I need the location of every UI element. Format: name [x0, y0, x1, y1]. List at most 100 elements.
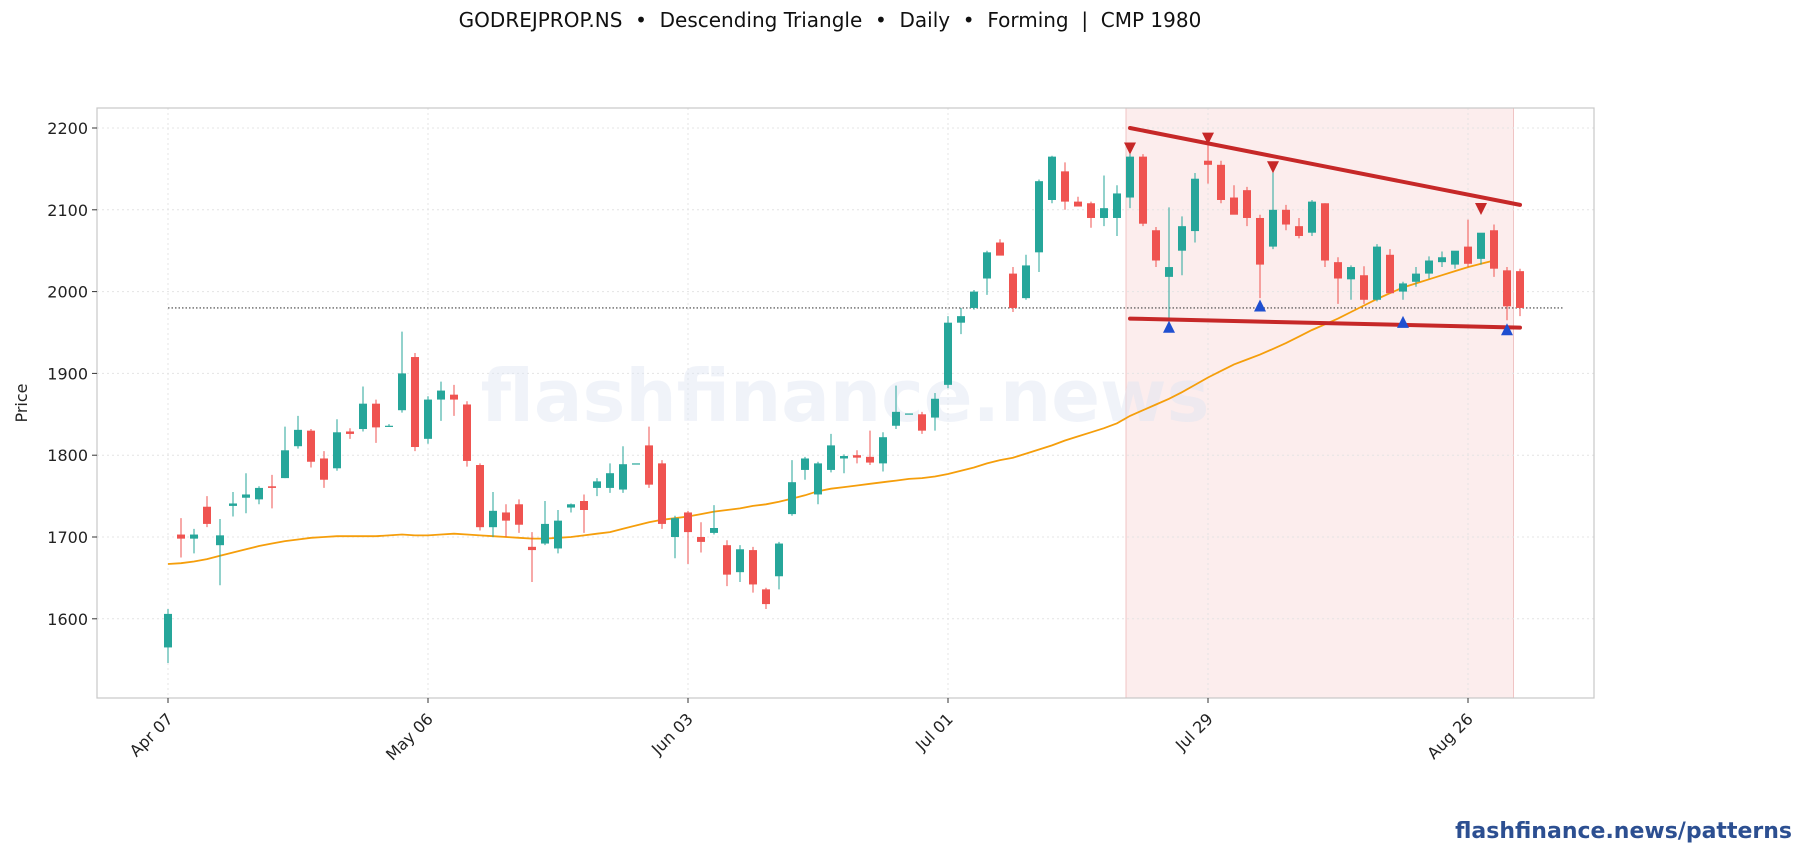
candle	[359, 386, 367, 432]
candle	[853, 450, 861, 464]
candle	[1399, 281, 1407, 300]
candle	[658, 460, 666, 529]
candle	[1126, 152, 1134, 209]
x-tick-label: Apr 07	[126, 709, 177, 760]
candle	[970, 289, 978, 310]
candle	[1165, 207, 1173, 326]
candle	[606, 463, 614, 493]
candle	[1386, 249, 1394, 294]
candle	[788, 460, 796, 516]
candle	[1477, 232, 1485, 265]
candle	[1152, 226, 1160, 268]
candle	[216, 519, 224, 586]
candle	[1516, 268, 1524, 317]
candle	[866, 430, 874, 466]
candle	[1243, 186, 1251, 227]
candle	[554, 510, 562, 554]
candle	[528, 532, 536, 582]
candle	[398, 331, 406, 413]
x-tick-label: Jul 29	[1171, 709, 1217, 755]
plot-frame	[96, 107, 1595, 699]
candle	[255, 486, 263, 505]
candle	[814, 461, 822, 505]
swing-high-marker	[1202, 132, 1214, 145]
candle	[1360, 266, 1368, 304]
candle	[242, 473, 250, 514]
candle	[723, 540, 731, 587]
candle	[632, 463, 640, 465]
candle	[450, 384, 458, 416]
candle	[372, 399, 380, 443]
candle	[983, 250, 991, 295]
candle	[437, 381, 445, 421]
candle	[1282, 204, 1290, 231]
candle	[1451, 250, 1459, 269]
candle	[710, 505, 718, 535]
candle	[918, 411, 926, 434]
candle	[229, 492, 237, 517]
candle	[775, 541, 783, 590]
candle	[1373, 244, 1381, 302]
x-tick-label: May 06	[382, 709, 437, 764]
candle	[619, 446, 627, 493]
candle	[593, 478, 601, 497]
x-tick-label: Aug 26	[1423, 709, 1477, 763]
candle	[749, 546, 757, 593]
x-tick-label: Jul 01	[911, 709, 957, 755]
candle	[333, 419, 341, 471]
candle	[1087, 201, 1095, 228]
candle	[1464, 219, 1472, 268]
candle	[268, 474, 276, 509]
candle	[1178, 216, 1186, 276]
candle	[1113, 185, 1121, 236]
candle	[385, 424, 393, 427]
y-tick-label: 1700	[47, 528, 88, 547]
candle	[1295, 217, 1303, 239]
candle	[1139, 154, 1147, 227]
candle	[996, 239, 1004, 256]
candle	[515, 499, 523, 533]
y-axis-label: Price	[12, 383, 31, 422]
candle	[1022, 254, 1030, 300]
candle	[1438, 251, 1446, 268]
candle	[1009, 267, 1017, 313]
candle	[1191, 172, 1199, 243]
swing-high-marker	[1267, 161, 1279, 174]
pattern-zone	[1125, 107, 1514, 699]
candle	[1048, 155, 1056, 204]
moving-average-line	[167, 259, 1495, 565]
y-tick-label: 2000	[47, 283, 88, 302]
resistance-line	[1128, 126, 1522, 207]
candle	[827, 433, 835, 473]
swing-low-marker	[1163, 320, 1175, 333]
candle	[1061, 162, 1069, 210]
y-tick-label: 1800	[47, 446, 88, 465]
swing-high-marker	[1475, 202, 1487, 215]
footer-link[interactable]: flashfinance.news/patterns	[1455, 819, 1792, 844]
candle	[476, 463, 484, 531]
candle	[1308, 199, 1316, 236]
candle	[671, 515, 679, 559]
candle	[879, 432, 887, 472]
candle	[541, 501, 549, 546]
candle	[1503, 267, 1511, 321]
candle	[1074, 196, 1082, 207]
candle	[840, 454, 848, 474]
candle	[697, 522, 705, 553]
candle	[1425, 256, 1433, 279]
candle	[684, 510, 692, 564]
candle	[1204, 144, 1212, 184]
candle	[1347, 265, 1355, 300]
candle	[281, 426, 289, 479]
candle	[1256, 214, 1264, 299]
candle	[1035, 179, 1043, 272]
candle	[346, 428, 354, 439]
candle	[567, 503, 575, 513]
candle	[164, 608, 172, 663]
swing-high-marker	[1124, 142, 1136, 155]
candle	[1412, 267, 1420, 287]
support-line	[1128, 316, 1522, 330]
candle	[1334, 257, 1342, 304]
candle	[892, 385, 900, 430]
